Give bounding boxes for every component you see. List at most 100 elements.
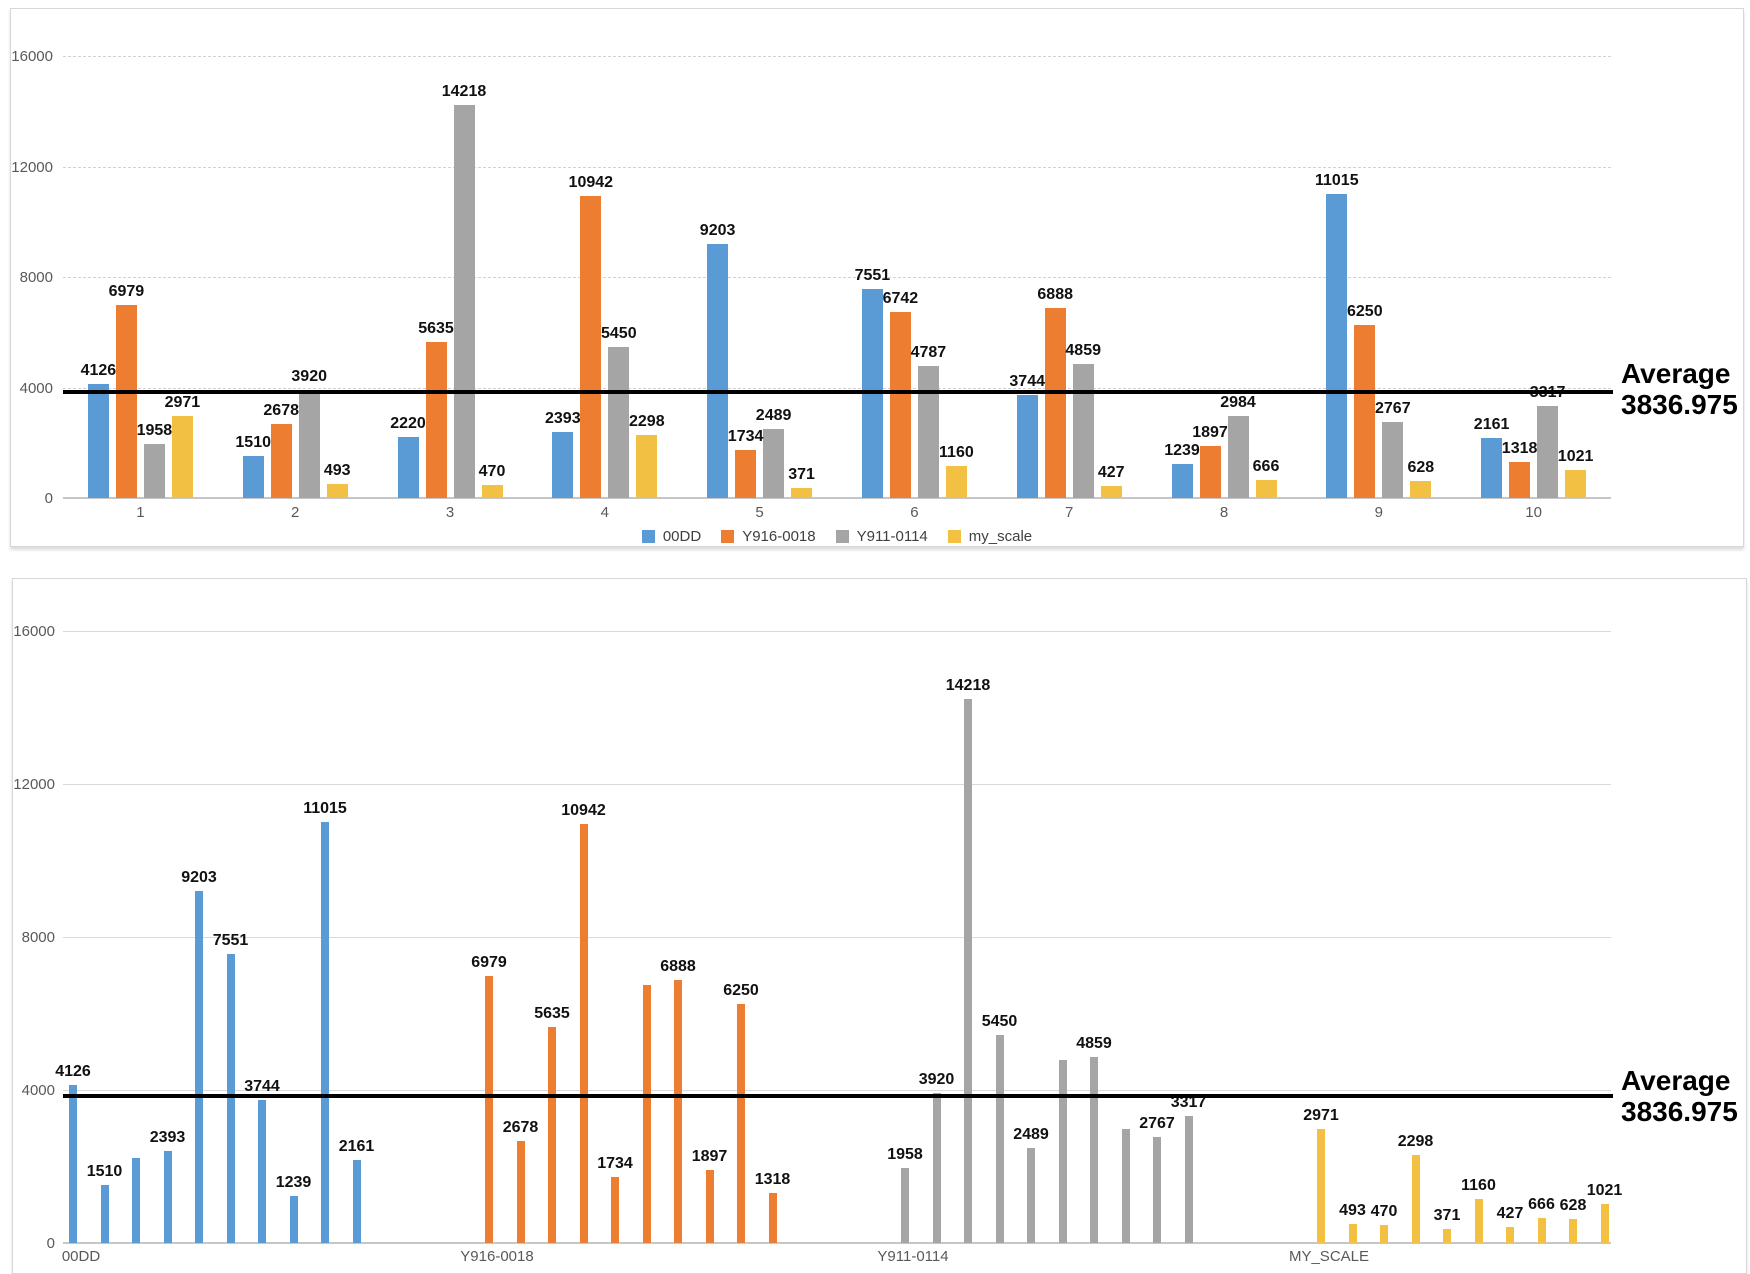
bar-value-label: 470 <box>1370 1203 1398 1220</box>
bar-value-label: 2489 <box>1013 1126 1049 1143</box>
bar-value-label: 6888 <box>1037 286 1073 303</box>
category-label: 3 <box>445 504 455 521</box>
bar-y911-0114 <box>964 699 972 1243</box>
bar-value-label: 1734 <box>597 1155 633 1172</box>
bar-y916-0018 <box>1509 462 1531 498</box>
legend-swatch-my-scale <box>947 530 961 543</box>
clustered-column-chart[interactable]: Average 3836.975 00DD Y916-0018 Y911-011… <box>10 8 1744 547</box>
legend-item-y911-0114[interactable]: Y911-0114 <box>835 528 928 545</box>
bar-value-label: 4126 <box>55 1063 91 1080</box>
category-label: 6 <box>910 504 919 521</box>
bar-y911-0114 <box>932 1093 941 1243</box>
y-axis-tick-label: 4000 <box>19 380 53 397</box>
bar-value-label: 470 <box>478 463 506 480</box>
series-group-label: Y911-0114 <box>877 1248 949 1265</box>
bar-value-label: 6888 <box>660 958 696 975</box>
bar-value-label: 1318 <box>1501 440 1538 457</box>
y-axis-tick-label: 8000 <box>19 269 53 286</box>
bar-00dd <box>1481 438 1503 498</box>
bar-value-label: 4126 <box>80 362 117 379</box>
bar-value-label: 628 <box>1559 1197 1587 1214</box>
legend-item-my-scale[interactable]: my_scale <box>947 528 1032 545</box>
bar-00dd <box>397 437 419 498</box>
gridline <box>63 277 1611 278</box>
legend-swatch-00dd <box>641 530 655 543</box>
gridline <box>63 167 1611 168</box>
bar-value-label: 2971 <box>1303 1107 1339 1124</box>
bar-my_scale <box>1506 1227 1514 1243</box>
bar-value-label: 1510 <box>86 1163 123 1180</box>
y-axis-tick-label: 12000 <box>11 159 53 176</box>
legend-item-y916-0018[interactable]: Y916-0018 <box>721 528 816 545</box>
bar-00dd <box>552 432 574 498</box>
bar-value-label: 2489 <box>755 407 792 424</box>
bar-value-label: 10942 <box>568 174 614 191</box>
bar-y911-0114 <box>1027 1148 1035 1243</box>
bar-value-label: 493 <box>323 462 351 479</box>
bar-y911-0114 <box>917 366 939 498</box>
x-axis-line <box>63 497 1611 499</box>
bar-value-label: 666 <box>1528 1196 1555 1213</box>
bar-y911-0114 <box>1537 406 1559 498</box>
bar-y916-0018 <box>735 450 757 498</box>
legend-swatch-y911-0114 <box>835 530 849 543</box>
bar-value-label: 6979 <box>471 954 507 971</box>
bar-value-label: 1021 <box>1557 448 1594 465</box>
bar-value-label: 11015 <box>303 800 347 817</box>
bar-value-label: 1021 <box>1586 1182 1623 1199</box>
series-group-label: MY_SCALE <box>1288 1248 1370 1265</box>
bar-00dd <box>195 891 203 1243</box>
bar-value-label: 10942 <box>561 802 606 819</box>
bar-y916-0018 <box>611 1177 619 1243</box>
bar-y911-0114 <box>453 105 475 498</box>
bar-y911-0114 <box>1072 364 1094 498</box>
bar-00dd <box>163 1151 172 1243</box>
bar-y911-0114 <box>1153 1137 1161 1243</box>
bar-my_scale <box>1411 1155 1420 1243</box>
bar-value-label: 7551 <box>854 267 891 284</box>
bar-value-label: 1958 <box>136 422 173 439</box>
average-line <box>63 390 1613 394</box>
bar-value-label: 628 <box>1407 459 1435 476</box>
bar-my_scale <box>1474 1199 1483 1243</box>
legend-label: 00DD <box>662 528 702 545</box>
series-group-label: Y916-0018 <box>460 1248 534 1265</box>
bar-my_scale <box>636 435 658 498</box>
bar-value-label: 427 <box>1097 464 1125 481</box>
bar-y916-0018 <box>579 824 588 1243</box>
bar-y911-0114 <box>143 444 165 498</box>
bar-00dd <box>100 1185 109 1243</box>
bar-y911-0114 <box>1090 1057 1098 1243</box>
bar-value-label: 371 <box>788 466 815 483</box>
bar-y916-0018 <box>270 424 292 498</box>
bar-my_scale <box>945 466 967 498</box>
bar-y916-0018 <box>485 976 493 1243</box>
bar-value-label: 371 <box>1433 1207 1461 1224</box>
bar-value-label: 6742 <box>882 290 919 307</box>
bar-value-label: 5635 <box>418 320 454 337</box>
legend-swatch-y916-0018 <box>721 530 735 543</box>
bar-my_scale <box>1443 1229 1451 1243</box>
bar-my_scale <box>791 488 813 498</box>
bar-value-label: 2984 <box>1220 394 1256 411</box>
bar-my_scale <box>1600 1204 1609 1243</box>
bar-my_scale <box>1380 1225 1388 1243</box>
bar-value-label: 2767 <box>1139 1115 1175 1132</box>
bar-y916-0018 <box>516 1141 525 1243</box>
category-label: 10 <box>1525 504 1542 521</box>
bar-my_scale <box>1100 486 1122 498</box>
y-axis-tick-label: 16000 <box>11 48 53 65</box>
column-chart-grouped-by-series[interactable]: Average 3836.975 0 4000 8000 12000 16000 00DD… <box>12 578 1747 1274</box>
bar-y916-0018 <box>768 1193 777 1243</box>
bar-value-label: 3920 <box>918 1071 955 1088</box>
y-axis-tick-label: 8000 <box>21 929 55 946</box>
legend-item-00dd[interactable]: 00DD <box>641 528 702 545</box>
series-group-label: 00DD <box>61 1248 101 1265</box>
y-axis-tick-label: 16000 <box>13 623 55 640</box>
bar-my_scale <box>1410 481 1432 498</box>
bar-00dd <box>258 1100 266 1243</box>
bar-value-label: 427 <box>1496 1205 1524 1222</box>
average-annotation: Average 3836.975 <box>1621 358 1738 420</box>
bar-value-label: 9203 <box>181 869 217 886</box>
category-label: 7 <box>1065 504 1074 521</box>
